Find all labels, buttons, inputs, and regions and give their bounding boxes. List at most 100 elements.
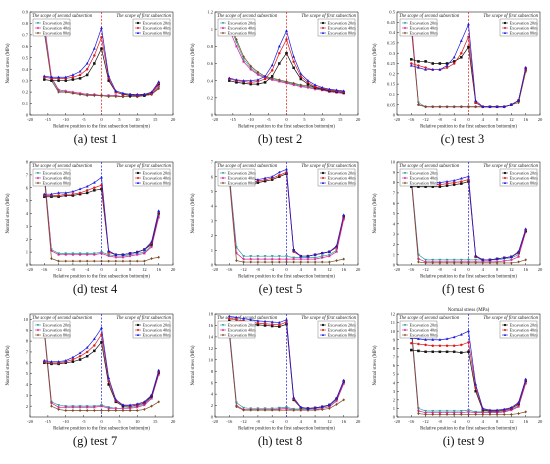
data-point xyxy=(445,261,449,265)
data-point xyxy=(409,63,413,67)
data-point xyxy=(128,403,132,407)
legend-entry: Excavation 20m xyxy=(410,323,439,328)
scope-first-label: The scope of first subsection xyxy=(116,164,171,169)
legend-swatch-marker xyxy=(503,21,507,25)
x-tick-label: 0 xyxy=(467,267,470,272)
legend-swatch-marker xyxy=(136,328,140,332)
legend-entry: Excavation 20m xyxy=(143,171,172,176)
legend-entry: Excavation 20m xyxy=(328,171,357,176)
x-tick-label: 20 xyxy=(356,419,361,424)
series-line xyxy=(411,181,527,261)
panel-caption: test 6 xyxy=(458,282,485,296)
data-point xyxy=(71,78,75,81)
data-point xyxy=(263,408,267,412)
y-tick-label: 1 xyxy=(393,252,396,257)
y-tick-label: 6 xyxy=(211,174,214,179)
data-point xyxy=(313,260,317,264)
y-tick-label: 0.3 xyxy=(22,78,28,83)
data-point xyxy=(524,65,528,69)
legend-entry: Excavation 80m xyxy=(328,31,357,36)
y-axis-ticks: 0 1 2 3 4 5 6 7 8 9 10 xyxy=(390,160,399,268)
data-point xyxy=(445,179,449,183)
data-point xyxy=(150,90,154,94)
legend-swatch-marker xyxy=(321,31,325,34)
y-tick-label: 5 xyxy=(211,189,214,194)
data-point xyxy=(335,244,339,247)
data-point xyxy=(278,323,281,327)
data-series xyxy=(227,314,346,410)
data-point xyxy=(64,75,68,79)
y-tick-label: 0 xyxy=(26,113,29,118)
data-point xyxy=(78,187,82,191)
data-point xyxy=(417,103,420,107)
data-point xyxy=(285,51,288,55)
data-point xyxy=(128,259,132,263)
legend-swatch-marker xyxy=(403,172,407,175)
data-point xyxy=(459,332,463,336)
data-point xyxy=(235,318,238,321)
data-point xyxy=(150,393,154,397)
data-point xyxy=(64,259,68,263)
scope-second-label: The scope of second subsection xyxy=(32,316,93,321)
scope-second-label: The scope of second subsection xyxy=(32,14,93,19)
legend-frame xyxy=(32,168,71,187)
data-point xyxy=(431,350,434,354)
y-tick-label: 12 xyxy=(208,346,213,351)
data-point xyxy=(92,46,96,50)
x-tick-label: 20 xyxy=(356,267,361,272)
legend-entry: Excavation 20m xyxy=(228,21,257,26)
data-point xyxy=(256,178,260,181)
legend-swatch-marker xyxy=(321,323,325,327)
x-tick-label: -15 xyxy=(45,419,52,424)
data-point xyxy=(78,73,82,77)
data-point xyxy=(460,351,463,354)
data-point xyxy=(128,92,132,96)
data-point xyxy=(270,408,274,412)
data-point xyxy=(93,259,96,263)
data-point xyxy=(78,77,82,80)
data-point xyxy=(452,350,456,354)
data-point xyxy=(71,189,75,193)
data-point xyxy=(467,341,470,344)
x-tick-label: 8 xyxy=(496,267,499,272)
data-point xyxy=(63,252,68,257)
data-point xyxy=(57,194,60,197)
data-point xyxy=(517,249,521,253)
legend-swatch-marker xyxy=(136,323,140,327)
x-tick-label: 12 xyxy=(327,267,332,272)
data-point xyxy=(142,251,147,255)
data-series xyxy=(42,26,161,96)
data-point xyxy=(263,81,267,84)
x-tick-label: -20 xyxy=(212,267,219,272)
y-tick-label: 0 xyxy=(211,415,214,420)
legend-entry: Excavation 20m xyxy=(510,171,539,176)
data-point xyxy=(299,408,303,412)
legend-swatch-marker xyxy=(136,21,140,25)
data-point xyxy=(256,321,260,325)
data-point xyxy=(256,255,260,258)
data-point xyxy=(516,254,521,259)
x-tick-label: -16 xyxy=(226,419,233,424)
data-point xyxy=(100,408,103,413)
y-tick-label: 0.1 xyxy=(22,101,28,106)
x-tick-label: -8 xyxy=(438,419,443,424)
data-point xyxy=(242,255,246,258)
data-point xyxy=(128,408,132,413)
legend-frame xyxy=(32,18,71,37)
data-point xyxy=(121,255,125,259)
y-axis-ticks: 0 0.1 0.2 0.3 0.4 0.5 0.6 0.7 0.8 0.9 xyxy=(22,10,32,118)
data-point xyxy=(242,408,245,412)
legend-entry: Excavation 40m xyxy=(410,328,439,333)
data-point xyxy=(488,261,492,265)
x-tick-label: 20 xyxy=(171,419,176,424)
data-point xyxy=(481,105,485,108)
legend-swatch-marker xyxy=(403,324,407,327)
legend-entry: Excavation 40m xyxy=(143,176,172,181)
data-point xyxy=(107,408,110,413)
x-tick-label: 16 xyxy=(523,419,528,424)
